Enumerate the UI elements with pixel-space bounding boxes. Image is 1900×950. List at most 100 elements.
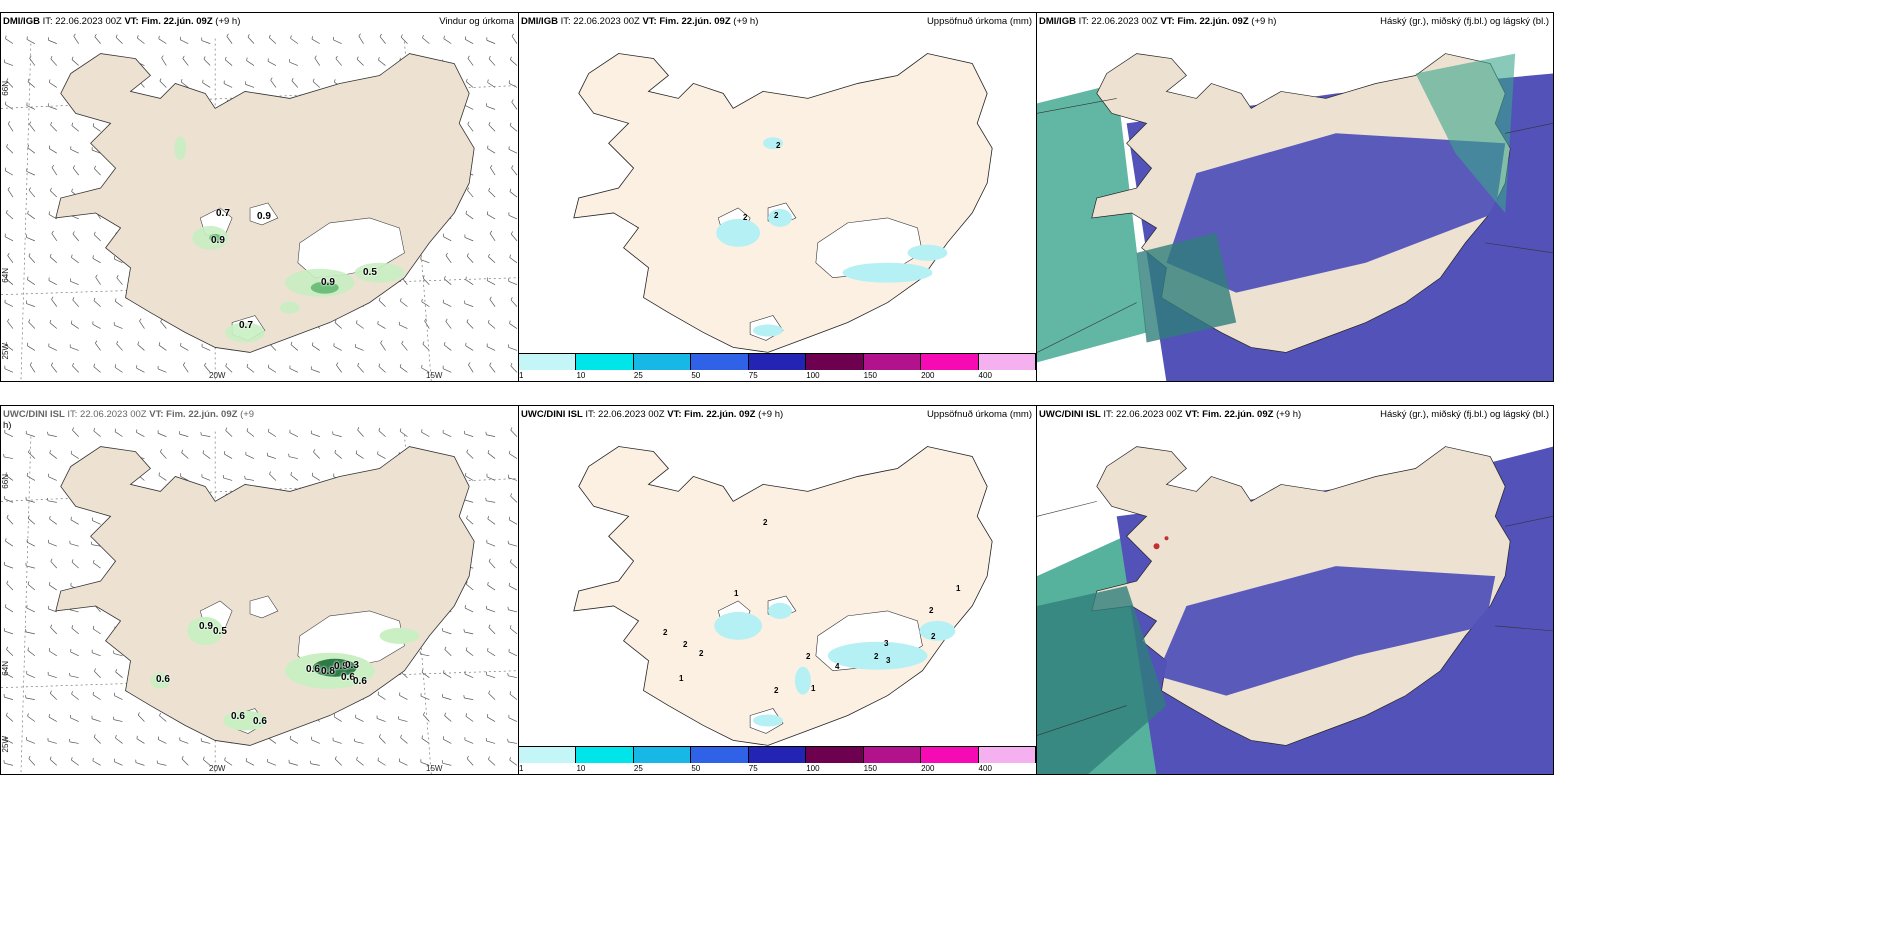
wind-barb (422, 277, 430, 285)
wind-barb (93, 430, 101, 437)
valid-time: Fim. 22.jún. 09Z (141, 16, 213, 27)
wind-barb (509, 759, 518, 766)
wind-barb-tick (93, 231, 96, 235)
wind-barb (510, 233, 518, 242)
wind-barb-tick (445, 318, 448, 322)
wind-barb-tick (224, 56, 227, 60)
wind-barb (93, 562, 101, 569)
colorbar: 1 10 25 50 75 100 150 200 400 (519, 746, 1036, 774)
wind-barb-tick (509, 757, 511, 761)
wind-barb (72, 167, 79, 176)
wind-barb (291, 80, 299, 88)
wind-barb-tick (7, 121, 11, 124)
wind-barb-tick (489, 230, 493, 234)
wind-barb (466, 583, 474, 591)
wind-barb (7, 321, 14, 329)
wind-barb (5, 104, 14, 110)
wind-barb-tick (465, 647, 468, 651)
wind-barb (181, 758, 189, 766)
valid-time: Fim. 22.jún. 09Z (684, 409, 756, 420)
wind-barb-tick (158, 472, 160, 476)
wind-barb-tick (51, 362, 54, 366)
wind-barb-tick (6, 78, 9, 82)
panel-accum-precip-dmi: DMI/IGB IT: 22.06.2023 00Z VT: Fim. 22.j… (518, 12, 1037, 382)
wind-barb (70, 717, 79, 722)
wind-barb (465, 39, 474, 44)
wind-barb (357, 429, 364, 437)
wind-barb (486, 542, 496, 547)
wind-barb (421, 301, 430, 307)
wind-barb-tick (224, 757, 226, 761)
wind-barb-tick (49, 516, 51, 520)
wind-barb-tick (290, 35, 292, 39)
wind-barb-tick (358, 33, 361, 37)
panel-clouds-dmi: DMI/IGB IT: 22.06.2023 00Z VT: Fim. 22.j… (1036, 12, 1554, 382)
wind-barb-tick (159, 712, 161, 716)
wind-barb (488, 124, 496, 132)
wind-barb-tick (422, 275, 425, 279)
wind-barb-tick (139, 318, 142, 322)
wind-barb-tick (51, 164, 55, 168)
wind-barb (356, 322, 364, 329)
wind-barb (380, 342, 386, 351)
wind-barb (5, 474, 14, 481)
colorbar-tick-label: 1 (519, 371, 524, 380)
wind-barb-tick (73, 33, 76, 37)
wind-barb (420, 259, 430, 264)
wind-barb (486, 105, 496, 110)
wind-barb (202, 452, 211, 459)
accum-value: 2 (743, 213, 748, 222)
wind-barb (93, 234, 101, 242)
wind-barb-tick (246, 428, 249, 432)
wind-barb (510, 59, 518, 66)
model-source: DMI/IGB (1039, 16, 1076, 27)
wind-barb-tick (356, 756, 358, 760)
wind-barb-tick (49, 319, 52, 323)
wind-barb-tick (72, 165, 76, 169)
wind-barb (49, 584, 57, 591)
wind-barb (488, 693, 496, 700)
wind-barb-tick (114, 428, 117, 432)
wind-barb-tick (70, 320, 73, 324)
wind-barb (445, 255, 452, 263)
wind-barb (378, 430, 386, 437)
wind-barb (5, 540, 14, 547)
wind-barb (49, 82, 57, 88)
wind-barb (158, 344, 167, 351)
wind-barb (508, 280, 518, 286)
wind-barb-tick (465, 78, 468, 82)
wind-barb (180, 81, 189, 88)
wind-barb (49, 518, 57, 525)
wind-barb (69, 741, 79, 744)
wind-barb (289, 432, 299, 437)
wind-barb-tick (28, 755, 31, 759)
wind-barb (180, 345, 189, 351)
panel-wind-precip-dmi: DMI/IGB IT: 22.06.2023 00Z VT: Fim. 22.j… (0, 12, 519, 382)
wind-barb (137, 344, 145, 351)
lon-label-15: 15W (426, 764, 443, 773)
wind-barb (4, 498, 14, 503)
wind-barb (488, 561, 496, 569)
wind-barb (47, 500, 57, 503)
wind-barb (27, 650, 36, 657)
wind-barb (314, 57, 321, 66)
wind-barb (399, 431, 408, 437)
wind-barb-tick (202, 756, 205, 760)
wind-barb-tick (6, 580, 9, 584)
wind-barb-tick (93, 363, 96, 367)
wind-barb-tick (488, 756, 490, 760)
wind-barb (48, 346, 57, 351)
wind-barb (464, 673, 474, 679)
wind-barb-tick (71, 757, 73, 761)
wind-barb-tick (158, 342, 161, 346)
wind-barb (442, 762, 452, 766)
wind-barb (336, 364, 342, 373)
wind-barb (508, 82, 518, 88)
wind-barb (92, 628, 101, 635)
wind-barb (6, 517, 14, 525)
model-source: UWC/DINI ISL (3, 409, 65, 420)
precip-cyan (716, 137, 948, 337)
wind-barb-tick (444, 646, 447, 650)
wind-barb-tick (50, 121, 53, 125)
wind-barb (202, 82, 211, 88)
